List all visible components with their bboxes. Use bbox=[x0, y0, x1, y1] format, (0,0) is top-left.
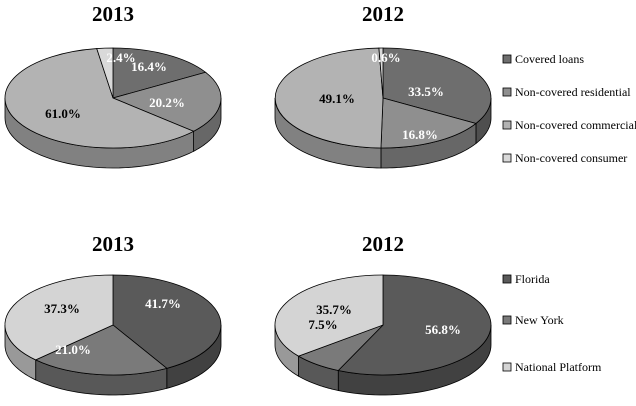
legend-swatch-national-platform bbox=[502, 362, 512, 372]
data-label-non-covered-consumer: 0.6% bbox=[371, 50, 400, 65]
legend-label-national-platform: National Platform bbox=[515, 360, 602, 374]
legend-label-covered-loans: Covered loans bbox=[515, 52, 584, 66]
pie-loan-type-2012: 33.5% 16.8% 49.1% 0.6% bbox=[274, 47, 492, 169]
legend-label-florida: Florida bbox=[515, 272, 550, 286]
pie-slice-non-covered-consumer bbox=[96, 47, 114, 99]
pie-loan-type-2013: 16.4% 20.2% 61.0% 2.4% bbox=[4, 47, 222, 169]
pie-slice-florida bbox=[337, 274, 492, 376]
pie-slice-non-covered-residential bbox=[111, 71, 222, 132]
pie-slice-non-covered-consumer bbox=[378, 47, 384, 99]
chart-title-region-2012: 2012 bbox=[362, 232, 404, 256]
legend-label-non-covered-consumer: Non-covered consumer bbox=[515, 151, 627, 165]
data-label-new-york: 7.5% bbox=[308, 317, 337, 332]
pie-slice-non-covered-commercial bbox=[4, 48, 195, 149]
chart-title-loans-2012: 2012 bbox=[362, 2, 404, 26]
data-label-florida: 41.7% bbox=[145, 296, 181, 311]
legend-1: Covered loans Non-covered residential Non-… bbox=[502, 52, 636, 165]
legend-swatch-non-covered-commercial bbox=[502, 120, 512, 130]
pie-region-2012: 56.8% 7.5%35.7% bbox=[274, 274, 492, 396]
data-label-national-platform: 37.3% bbox=[44, 301, 80, 316]
legend-swatch-non-covered-residential bbox=[502, 87, 512, 97]
data-label-non-covered-commercial: 61.0% bbox=[45, 106, 81, 121]
legend-label-non-covered-commercial: Non-covered commercial bbox=[515, 118, 636, 132]
data-label-florida: 56.8% bbox=[425, 322, 461, 337]
legend-swatch-florida bbox=[502, 274, 512, 284]
chart-title-region-2013: 2013 bbox=[92, 232, 134, 256]
pie-slice-non-covered-residential bbox=[380, 97, 477, 149]
legend-label-new-york: New York bbox=[515, 313, 564, 327]
pie-region-2013: 41.7% 21.0% 37.3% bbox=[4, 274, 222, 396]
chart-title-loans-2013: 2013 bbox=[92, 2, 134, 26]
data-label-national-platform: 35.7% bbox=[316, 302, 352, 317]
pie-slice-florida bbox=[112, 274, 222, 369]
data-label-non-covered-commercial: 49.1% bbox=[319, 91, 355, 106]
legend-swatch-covered-loans bbox=[502, 54, 512, 64]
data-label-covered-loans: 33.5% bbox=[408, 84, 444, 99]
data-label-non-covered-consumer: 2.4% bbox=[106, 50, 135, 65]
data-label-non-covered-residential: 16.8% bbox=[402, 127, 438, 142]
pie-slice-covered-loans bbox=[382, 47, 492, 124]
legend-swatch-non-covered-consumer bbox=[502, 153, 512, 163]
data-label-covered-loans: 16.4% bbox=[131, 59, 167, 74]
pie-slice-new-york bbox=[34, 324, 168, 376]
legend-2: Florida New York National Platform bbox=[502, 272, 602, 374]
data-label-non-covered-residential: 20.2% bbox=[149, 95, 185, 110]
data-label-new-york: 21.0% bbox=[55, 342, 91, 357]
pie-slice-national-platform bbox=[274, 274, 384, 357]
legend-swatch-new-york bbox=[502, 315, 512, 325]
pie-slice-national-platform bbox=[4, 274, 114, 361]
pie-slice-non-covered-commercial bbox=[274, 47, 384, 149]
pie-slice-covered-loans bbox=[112, 47, 207, 99]
legend-label-non-covered-residential: Non-covered residential bbox=[515, 85, 631, 99]
